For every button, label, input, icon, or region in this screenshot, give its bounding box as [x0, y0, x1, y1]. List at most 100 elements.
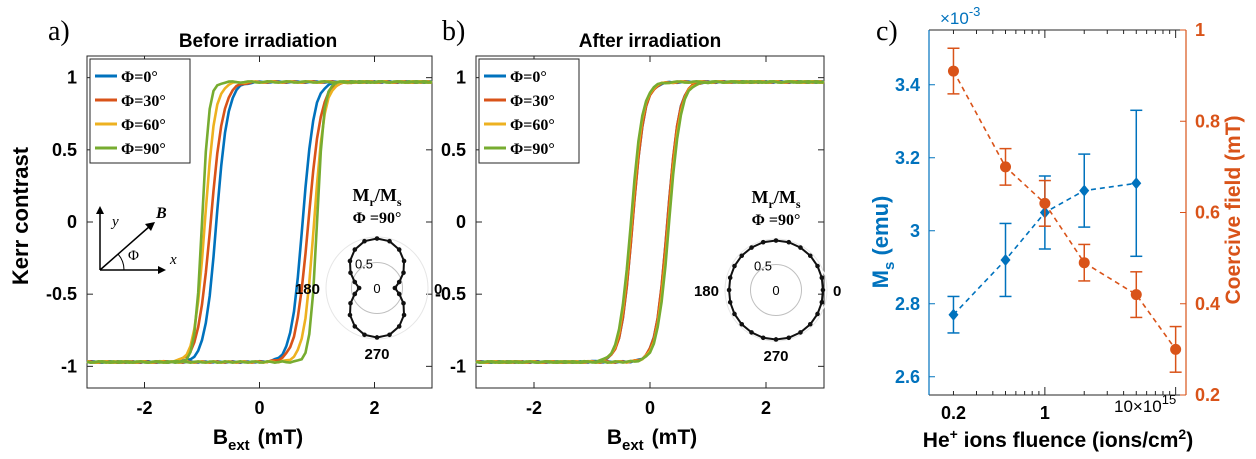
panel-c-xlabel-main: He: [923, 429, 950, 452]
data-point-ms: [1131, 177, 1142, 190]
panel-b-plot: -2 0 2-1-0.500.51 Φ=0°Φ=30°Φ=60°Φ=90°0.5018…: [435, 55, 841, 418]
polar-point: [396, 324, 402, 329]
polar-angle-label-270: 270: [763, 348, 788, 365]
axis-diagram-y-arrow: [96, 206, 104, 214]
x-tick-label: 2: [369, 398, 379, 418]
right-y-tick-label: 1: [1195, 20, 1205, 40]
panel-c-left-ylabel-main: M: [868, 270, 893, 288]
data-point-ms: [1079, 184, 1090, 197]
polar-point: [807, 253, 813, 259]
panel-a-plot: -2 0 2-1-0.500.51 Φ=0°Φ=30°Φ=60°Φ=90°0.5018…: [46, 55, 442, 418]
polar-point: [760, 239, 766, 245]
polar-title-sub2: s: [796, 197, 801, 211]
polar-point: [820, 287, 826, 293]
legend-label-3: Φ=90°: [121, 141, 166, 158]
panel-a-label: a): [48, 16, 70, 47]
right-y-tick-label: 0.4: [1195, 294, 1220, 314]
axis-diagram-x-arrow: [158, 266, 166, 274]
polar-title-main2: M: [779, 187, 796, 207]
y-tick-label: -0.5: [46, 284, 77, 304]
legend-label-0: Φ=0°: [121, 69, 158, 86]
data-point-coercive: [1170, 343, 1182, 355]
polar-center-label: 0: [772, 283, 779, 298]
panel-c-left-multiplier-base: ×10: [940, 9, 969, 28]
polar-point: [726, 287, 732, 293]
panel-c-xlabel-sup: +: [950, 426, 958, 442]
y-tick-label: -0.5: [435, 284, 466, 304]
polar-title: Mr/Ms: [352, 185, 401, 209]
panel-c-x-multiplier: 10×1015: [1114, 392, 1176, 416]
left-y-tick-label: 3.2: [895, 148, 920, 168]
polar-point: [732, 311, 737, 317]
panel-a-xlabel-unit: (mT): [258, 426, 304, 449]
left-y-tick-label: 2.8: [895, 294, 920, 314]
legend-label-3: Φ=90°: [510, 141, 555, 158]
y-tick-label: -1: [450, 356, 466, 376]
polar-point: [356, 285, 362, 291]
polar-inner-ring: [750, 264, 802, 316]
y-tick-label: -1: [61, 356, 77, 376]
panel-c-xlabel-sup2: 2: [1178, 426, 1186, 442]
polar-ring-label: 0.5: [754, 259, 772, 274]
polar-point: [819, 275, 825, 281]
polar-title-main: M: [751, 187, 768, 207]
panel-a-title: Before irradiation: [179, 31, 337, 52]
polar-point: [819, 299, 825, 305]
polar-angle-label-0: 0: [434, 281, 442, 298]
panel-a-ylabel: Kerr contrast: [8, 146, 33, 285]
polar-point: [387, 238, 392, 244]
chart-marks: -2 0 2-1-0.500.51 Φ=0°Φ=30°Φ=60°Φ=90°0.5018…: [46, 20, 1220, 423]
panel-c-x-multiplier-exp: 15: [1162, 392, 1176, 407]
legend-label-0: Φ=0°: [510, 69, 547, 86]
panel-b-xlabel: Bext (mT): [607, 426, 697, 454]
polar-angle-label-180: 180: [694, 283, 719, 300]
panel-c-x-multiplier-base: 10×10: [1114, 397, 1162, 416]
y-tick-label: 1: [456, 68, 466, 88]
panel-b-label: b): [442, 16, 465, 47]
axis-diagram-b: [99, 225, 151, 271]
data-point-coercive: [1000, 161, 1012, 173]
polar-point: [727, 275, 733, 281]
panel-c-plot: 0.2 1 2.6 2.8 3 3.2 3.4 0.2 0.4 0.6 0.8 1: [895, 20, 1220, 423]
panel-c-left-ylabel-unit: (emu): [868, 196, 893, 262]
x-tick-label: 0: [645, 398, 655, 418]
right-y-tick-label: 0.6: [1195, 203, 1220, 223]
panel-a-xlabel-main: B: [213, 426, 228, 449]
polar-point: [396, 279, 402, 285]
polar-point: [387, 332, 392, 338]
polar-point: [739, 253, 745, 259]
data-point-coercive: [1039, 197, 1051, 209]
polar-point: [348, 301, 353, 306]
polar-point: [727, 299, 733, 305]
right-y-tick-label: 0.8: [1195, 111, 1220, 131]
polar-title-main: M: [352, 185, 369, 205]
x-tick-label: -2: [136, 398, 152, 418]
axis-diagram-b-label: B: [155, 205, 167, 222]
data-point-ms: [948, 308, 959, 321]
panel-c-left-ylabel-sub: s: [881, 262, 898, 270]
y-tick-label: 0.5: [52, 140, 77, 160]
polar-angle-label-0: 0: [833, 283, 841, 300]
polar-point: [401, 258, 407, 264]
polar-point: [798, 245, 803, 250]
legend-label-1: Φ=30°: [121, 93, 166, 110]
axis-diagram-angle-arc: [117, 253, 125, 271]
polar-point: [396, 291, 402, 297]
legend-label-1: Φ=30°: [510, 93, 555, 110]
panel-a-xlabel-sub: ext: [228, 437, 250, 454]
polar-title-main2: M: [380, 185, 397, 205]
polar-point: [374, 335, 380, 340]
polar-point: [352, 324, 358, 329]
polar-point: [401, 312, 407, 318]
polar-point: [773, 337, 779, 342]
polar-point: [786, 239, 792, 245]
hysteresis-branch-down-3: [475, 79, 825, 365]
polar-point: [815, 263, 820, 269]
x-tick-label: 0: [254, 398, 264, 418]
polar-angle-label-180: 180: [295, 281, 320, 298]
polar-point: [347, 312, 353, 318]
y-tick-label: 1: [67, 68, 77, 88]
polar-title-slash: /: [773, 187, 780, 207]
polar-point: [362, 238, 367, 244]
legend-label-2: Φ=60°: [510, 117, 555, 134]
